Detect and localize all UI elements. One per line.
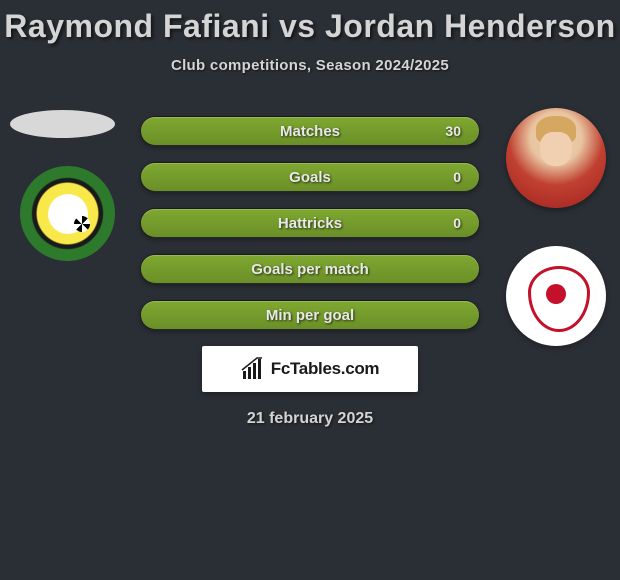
brand-text: FcTables.com	[271, 359, 380, 379]
player-right-avatar	[506, 108, 606, 208]
player-left-avatar	[10, 110, 115, 138]
stat-label: Matches	[280, 123, 340, 140]
stat-row: Goals per match	[140, 254, 480, 284]
stat-row: Min per goal	[140, 300, 480, 330]
club-badge-left	[20, 166, 115, 261]
stat-label: Goals	[289, 169, 331, 186]
stat-row: Goals 0	[140, 162, 480, 192]
club-badge-right	[506, 246, 606, 346]
date-label: 21 february 2025	[0, 410, 620, 428]
comparison-area: Matches 30 Goals 0 Hattricks 0 Goals per…	[0, 116, 620, 428]
stat-label: Hattricks	[278, 215, 342, 232]
chart-icon	[241, 357, 265, 381]
stat-row: Matches 30	[140, 116, 480, 146]
stat-row: Hattricks 0	[140, 208, 480, 238]
stats-container: Matches 30 Goals 0 Hattricks 0 Goals per…	[140, 116, 480, 330]
club-badge-right-inner	[528, 266, 584, 326]
club-badge-left-inner	[48, 194, 88, 234]
page-title: Raymond Fafiani vs Jordan Henderson	[0, 0, 620, 45]
brand-banner: FcTables.com	[202, 346, 418, 392]
stat-label: Goals per match	[251, 261, 369, 278]
stat-value: 30	[445, 123, 461, 139]
stat-label: Min per goal	[266, 307, 354, 324]
subtitle: Club competitions, Season 2024/2025	[0, 57, 620, 74]
stat-value: 0	[453, 169, 461, 185]
stat-value: 0	[453, 215, 461, 231]
